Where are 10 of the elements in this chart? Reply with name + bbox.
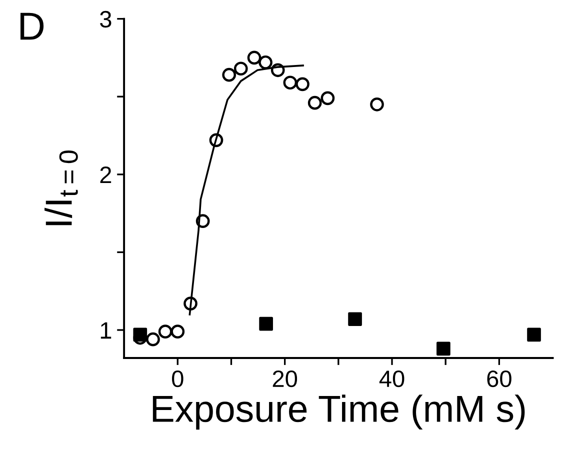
x-tick-label: 20 — [272, 370, 298, 388]
text: D — [20, 12, 44, 40]
y-tick-label: 1 — [100, 322, 112, 339]
y-tick-label: 2 — [100, 166, 112, 183]
x-tick-label: 60 — [487, 370, 512, 388]
y-tick-label: 3 — [100, 10, 112, 28]
x-tick-label: 40 — [379, 370, 404, 388]
y-axis-title: I/I$_{t=0}$ — [44, 150, 78, 226]
x-axis-title: Exposure Time (mM s) — [152, 394, 525, 430]
x-tick-label: 0 — [172, 370, 184, 388]
